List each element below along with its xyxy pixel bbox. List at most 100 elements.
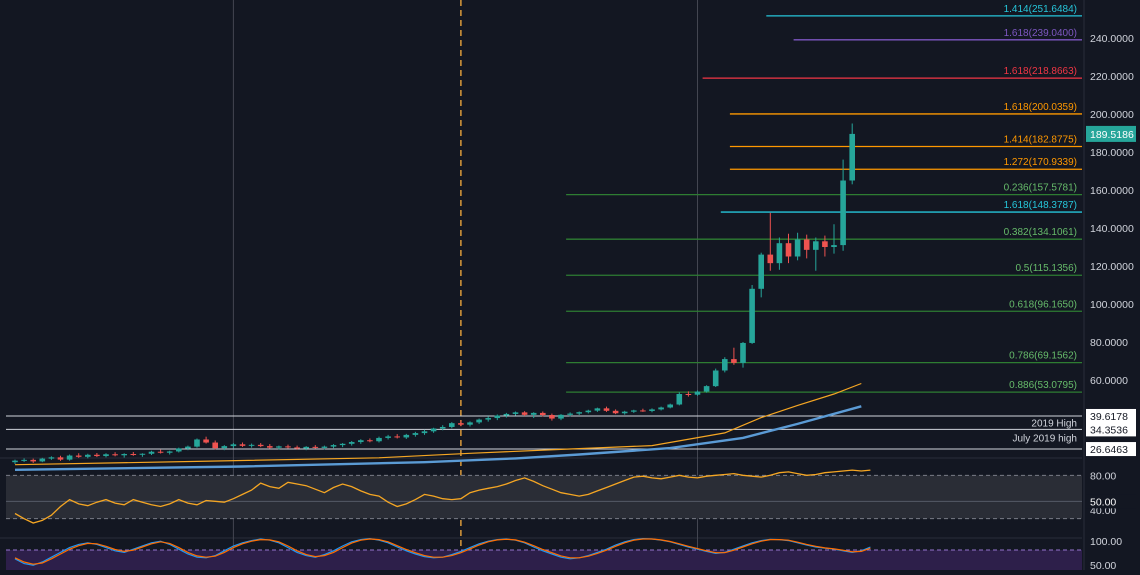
fib-level-label: 0.786(69.1562) (1009, 351, 1077, 362)
moving-average-slow (14, 405, 862, 471)
price-tick-label: 240.0000 (1090, 33, 1134, 45)
candle-body (703, 386, 710, 392)
fib-level-label: 1.414(251.6484) (1004, 4, 1077, 15)
candle-body (358, 440, 364, 443)
candle-body (467, 422, 473, 425)
candle-body (485, 418, 491, 420)
candle-body (631, 410, 637, 412)
candle-body (30, 459, 36, 462)
stoch-tick-label: 100.00 (1090, 536, 1122, 548)
candle-body (421, 431, 428, 434)
level-price-label: 34.3536 (1090, 424, 1128, 436)
candle-body (203, 439, 209, 443)
rsi-mid-label: 50.00 (1090, 496, 1116, 508)
candle-body (512, 412, 519, 414)
price-tick-label: 100.0000 (1090, 299, 1134, 311)
candle-body (785, 243, 792, 257)
candle-body (458, 423, 464, 425)
fib-level-label: 1.414(182.8775) (1004, 135, 1077, 146)
fib-level-label: 0.886(53.0795) (1009, 380, 1077, 391)
candle-body (103, 454, 109, 457)
candle-body (339, 443, 346, 446)
candle-body (294, 447, 300, 449)
candle-body (112, 454, 118, 456)
price-tick-label: 60.0000 (1090, 375, 1128, 387)
candle-body (767, 254, 774, 264)
rsi-band (6, 475, 1082, 519)
rsi-tick-label: 80.00 (1090, 470, 1116, 482)
candle-body (194, 439, 200, 447)
level-price-tag (1086, 422, 1136, 437)
candle-body (549, 415, 555, 419)
candle-body (558, 414, 564, 419)
candle-body (503, 413, 510, 416)
candle-body (567, 413, 573, 415)
candle-body (803, 239, 810, 250)
price-tick-label: 180.0000 (1090, 147, 1134, 159)
candle-body (94, 454, 100, 457)
fib-level-label: 0.382(134.1061) (1004, 227, 1077, 238)
candle-body (385, 436, 391, 438)
last-price-tag (1086, 125, 1136, 142)
candle-body (248, 444, 255, 446)
candle-body (57, 457, 64, 460)
level-text-label: 2019 High (1031, 419, 1077, 430)
fib-level-label: 1.618(148.3787) (1004, 200, 1077, 211)
candle-body (176, 448, 182, 452)
candle-body (476, 419, 482, 423)
candle-body (430, 428, 437, 432)
price-tick-label: 80.0000 (1090, 337, 1128, 349)
candle-body (585, 410, 592, 413)
candle-body (303, 446, 309, 449)
candle-body (449, 423, 455, 427)
stoch-d-line (14, 538, 871, 565)
candle-body (621, 411, 628, 414)
candle-body (148, 451, 155, 454)
candle-body (85, 454, 91, 457)
candle-body (212, 442, 218, 449)
fib-level-label: 0.5(115.1356) (1015, 263, 1077, 274)
candle-body (530, 412, 537, 415)
candle-body (540, 412, 546, 415)
price-tick-label: 120.0000 (1090, 261, 1134, 273)
candle-body (776, 243, 783, 264)
candle-body (48, 457, 55, 459)
moving-average-fast (14, 382, 862, 466)
candle-body (840, 180, 846, 246)
candle-body (640, 410, 646, 412)
rsi-mid-tag (1086, 494, 1136, 509)
fib-level-label: 0.618(96.1650) (1009, 299, 1077, 310)
fib-level-label: 0.236(157.5781) (1004, 183, 1077, 194)
candle-body (12, 460, 18, 463)
candle-body (166, 451, 173, 453)
candle-body (521, 412, 528, 415)
candle-body (649, 409, 655, 411)
candle-body (822, 241, 828, 247)
candle-body (376, 437, 382, 442)
candle-body (276, 446, 282, 448)
candle-body (66, 455, 73, 460)
stoch-band (6, 550, 1082, 570)
candle-body (157, 451, 164, 453)
price-tick-label: 220.0000 (1090, 71, 1134, 83)
candle-body (21, 459, 27, 461)
candle-body (612, 410, 619, 414)
candle-body (712, 370, 719, 387)
candle-body (221, 446, 228, 449)
candle-body (603, 408, 610, 411)
candle-body (439, 426, 446, 429)
fib-level-label: 1.618(218.8663) (1004, 66, 1077, 77)
stoch-tick-label: 50.00 (1090, 560, 1116, 570)
fib-level-label: 1.272(170.9339) (1004, 157, 1077, 168)
candle-body (239, 444, 246, 446)
candle-body (257, 444, 264, 447)
candle-body (494, 415, 501, 419)
candle-body (121, 454, 127, 456)
candle-body (394, 436, 400, 438)
candle-body (594, 408, 601, 411)
candle-body (412, 433, 419, 435)
candle-body (130, 454, 137, 456)
price-tick-label: 160.0000 (1090, 185, 1134, 197)
